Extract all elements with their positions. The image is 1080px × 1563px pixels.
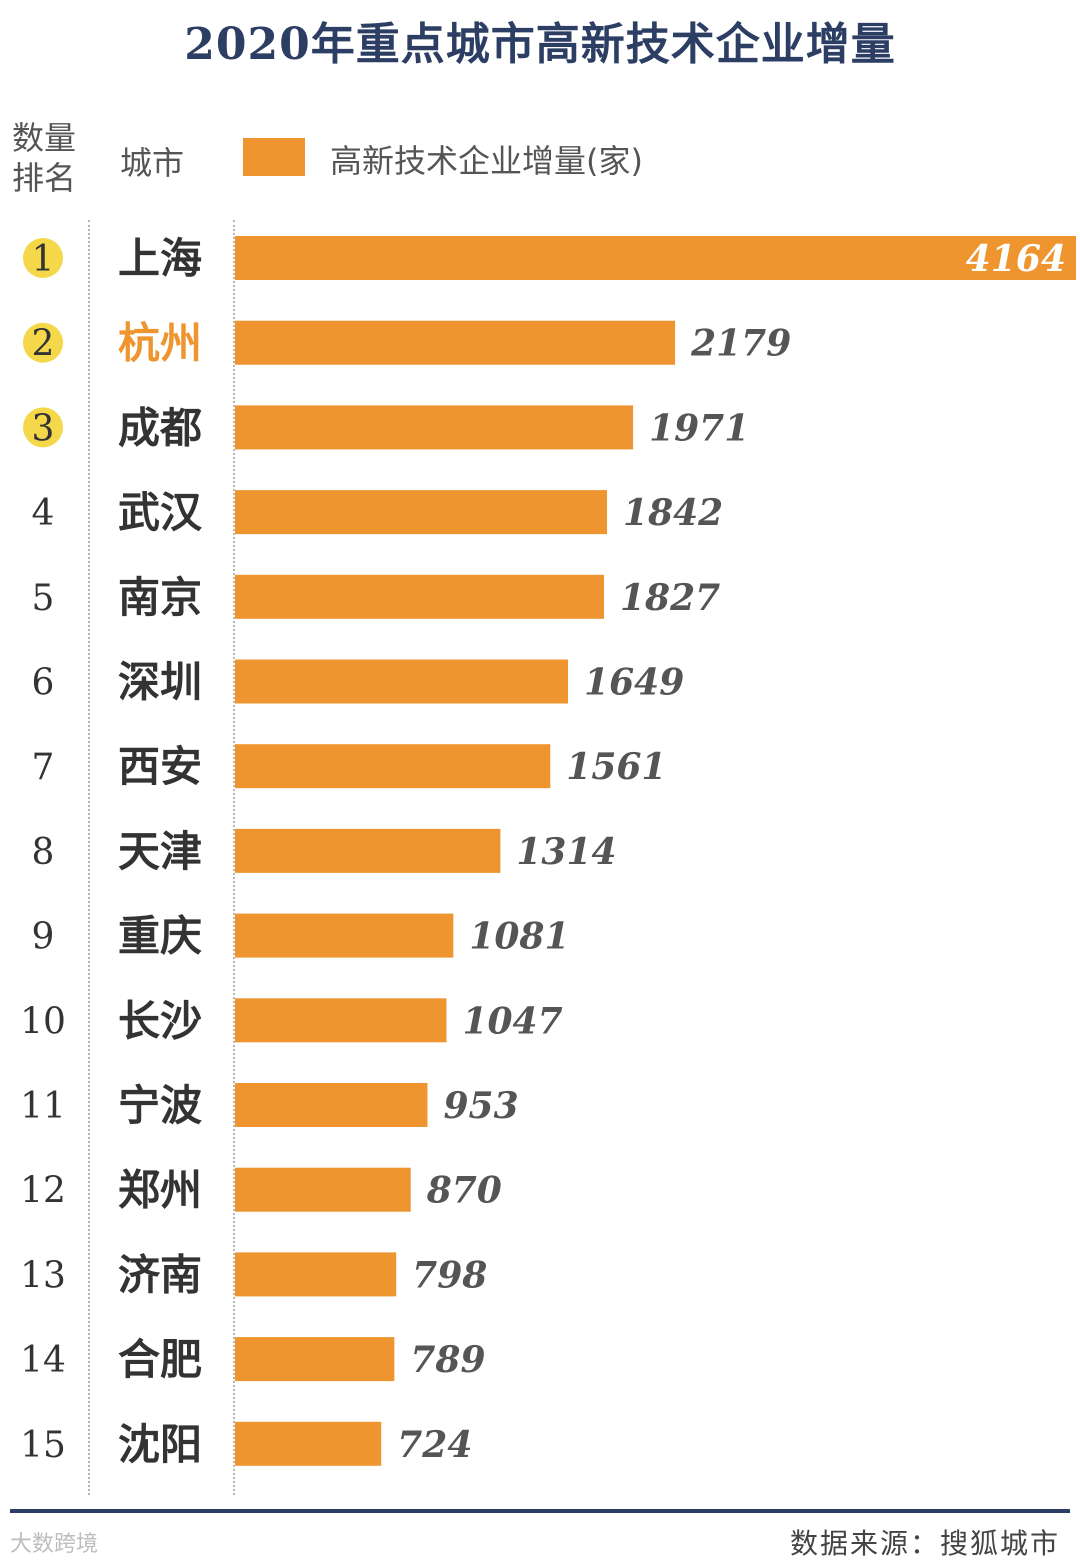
value-label-2: 2179: [690, 323, 791, 365]
city-label-9: 重庆: [118, 912, 202, 961]
rank-divider: [88, 220, 90, 1495]
city-label-4: 武汉: [118, 488, 203, 537]
city-label-6: 深圳: [118, 658, 202, 707]
value-label-13: 798: [412, 1254, 487, 1296]
city-label-13: 济南: [118, 1250, 202, 1299]
bar-3: [235, 405, 634, 450]
rank-label-5: 5: [32, 578, 55, 619]
city-label-11: 宁波: [118, 1081, 202, 1130]
value-label-4: 1842: [623, 492, 723, 534]
bar-15: [235, 1421, 382, 1466]
city-label-5: 南京: [118, 573, 202, 622]
bar-14: [235, 1337, 395, 1382]
city-label-2: 杭州: [118, 319, 202, 368]
rank-column-header: 数量 排名: [4, 118, 84, 198]
rank-header-line1: 数量: [11, 119, 76, 157]
rank-label-9: 9: [32, 917, 55, 958]
rank-label-14: 14: [20, 1340, 66, 1381]
rank-label-10: 10: [20, 1001, 66, 1042]
bar-10: [235, 998, 447, 1043]
city-divider: [233, 220, 235, 1495]
rank-label-7: 7: [32, 747, 55, 788]
rank-label-4: 4: [32, 493, 55, 534]
city-label-10: 长沙: [118, 996, 202, 1045]
value-label-8: 1314: [516, 831, 616, 873]
rank-label-8: 8: [32, 832, 55, 873]
city-label-1: 上海: [118, 234, 202, 283]
city-label-8: 天津: [118, 827, 202, 876]
value-label-3: 1971: [649, 407, 749, 449]
rank-label-2: 2: [32, 324, 55, 365]
chart-title: 2020年重点城市高新技术企业增量: [184, 19, 896, 70]
rank-label-13: 13: [20, 1255, 66, 1296]
value-label-14: 789: [410, 1339, 485, 1381]
rank-label-15: 15: [20, 1425, 66, 1466]
city-label-15: 沈阳: [118, 1420, 202, 1469]
city-column-header: 城市: [120, 144, 185, 182]
bar-6: [235, 659, 569, 704]
bar-11: [235, 1083, 428, 1127]
value-label-10: 1047: [462, 1000, 562, 1042]
city-label-7: 西安: [118, 742, 202, 791]
rank-label-3: 3: [32, 408, 55, 449]
value-label-11: 953: [443, 1085, 518, 1127]
value-label-12: 870: [426, 1170, 502, 1212]
bar-2: [235, 320, 676, 365]
rank-label-1: 1: [32, 239, 55, 280]
rank-label-11: 11: [20, 1086, 66, 1127]
rank-badge-2: [23, 322, 63, 363]
rank-label-6: 6: [32, 663, 55, 704]
bar-4: [235, 490, 608, 535]
rank-header-line2: 排名: [11, 159, 76, 197]
value-label-7: 1561: [566, 746, 666, 788]
legend-label: 高新技术企业增量(家): [330, 142, 643, 180]
value-label-5: 1827: [620, 577, 720, 619]
rank-label-12: 12: [20, 1171, 66, 1212]
rank-badge-3: [23, 407, 63, 448]
bar-9: [235, 913, 454, 958]
rank-badge-1: [23, 238, 63, 278]
value-label-1: 4164: [966, 238, 1066, 280]
bar-1: [235, 236, 1076, 280]
value-label-6: 1649: [584, 662, 684, 704]
bar-13: [235, 1252, 397, 1297]
value-label-9: 1081: [469, 916, 569, 958]
city-label-14: 合肥: [118, 1335, 202, 1384]
city-label-12: 郑州: [118, 1166, 202, 1215]
footer-rule: [10, 1509, 1070, 1513]
value-label-15: 724: [397, 1424, 472, 1466]
bar-5: [235, 574, 604, 619]
watermark: 大数跨境: [10, 1532, 99, 1557]
data-source: 数据来源：搜狐城市: [789, 1527, 1060, 1560]
bar-8: [235, 828, 501, 873]
bar-7: [235, 744, 551, 789]
legend-swatch: [243, 138, 305, 176]
city-label-3: 成都: [118, 403, 202, 452]
bar-12: [235, 1167, 411, 1212]
